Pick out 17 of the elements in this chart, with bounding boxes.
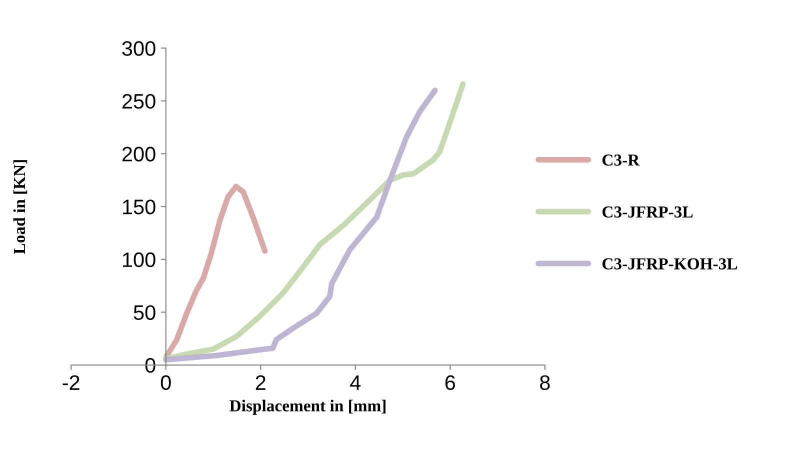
y-tick-label: 250 xyxy=(122,94,156,109)
y-tick-label: 150 xyxy=(122,200,156,214)
y-tick-label: 200 xyxy=(122,146,156,162)
x-tick-label: 2 xyxy=(256,375,266,390)
x-tick-label: 6 xyxy=(445,375,456,390)
x-axis-title: Displacement in [mm] xyxy=(230,400,386,415)
y-tick-label: 300 xyxy=(122,41,156,56)
legend-label: C3-R xyxy=(602,154,640,166)
y-axis-title: Load in [KN] xyxy=(13,160,28,254)
legend-label: C3-JFRP-3L xyxy=(602,206,693,218)
x-tick-label: 8 xyxy=(540,375,550,390)
x-tick-label: -2 xyxy=(62,375,80,390)
legend-label: C3-JFRP-KOH-3L xyxy=(602,258,738,270)
x-tick-label: 4 xyxy=(350,376,361,390)
y-tick-label: 100 xyxy=(122,252,156,268)
x-tick-label: 0 xyxy=(160,375,171,390)
y-tick-label: 50 xyxy=(134,305,156,320)
